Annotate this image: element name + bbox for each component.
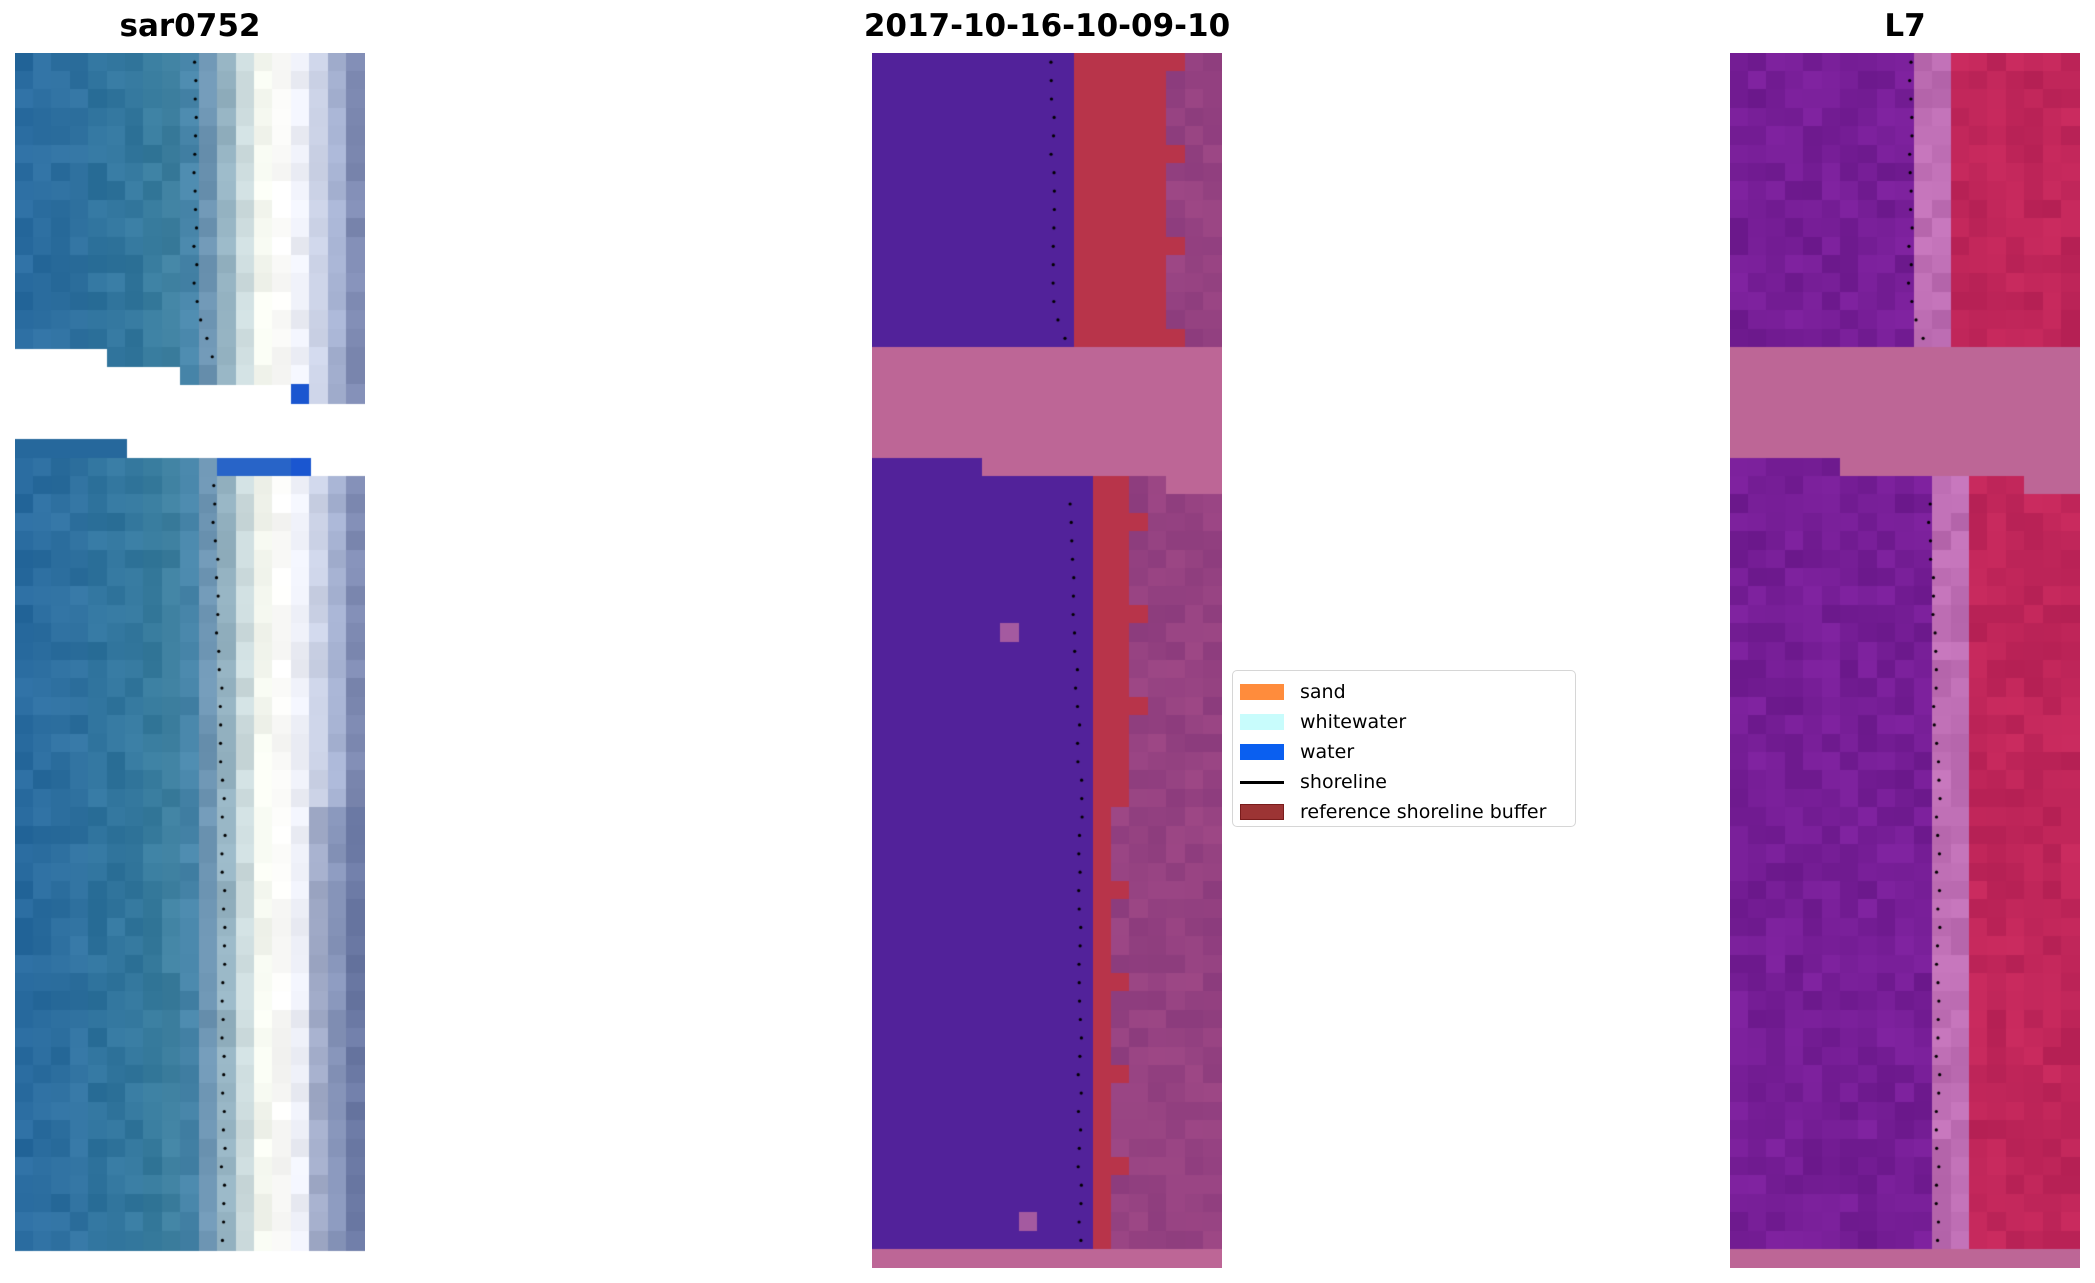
sand-swatch (1240, 684, 1284, 700)
legend-label: shoreline (1300, 771, 1387, 793)
legend-item-whitewater: whitewater (1240, 707, 1575, 737)
legend-label: water (1300, 741, 1355, 763)
legend-item-sand: sand (1240, 677, 1575, 707)
legend-item-water: water (1240, 737, 1575, 767)
buffer-swatch (1240, 804, 1284, 820)
panel-title-rgb: sar0752 (119, 8, 261, 44)
classified-image-panel (872, 53, 1222, 1268)
panel-title-index: L7 (1884, 8, 1926, 44)
legend-label: reference shoreline buffer (1300, 801, 1547, 823)
rgb-image-panel (15, 53, 365, 1268)
index-image-panel (1730, 53, 2080, 1268)
legend-label: sand (1300, 681, 1346, 703)
legend-item-buffer: reference shoreline buffer (1240, 797, 1575, 827)
panel-title-classified: 2017-10-16-10-09-10 (863, 8, 1231, 44)
water-swatch (1240, 744, 1284, 760)
legend-label: whitewater (1300, 711, 1407, 733)
legend: sand whitewater water shoreline referenc… (1232, 670, 1576, 827)
whitewater-swatch (1240, 714, 1284, 730)
legend-item-shoreline: shoreline (1240, 767, 1575, 797)
shoreline-line-icon (1240, 780, 1284, 784)
